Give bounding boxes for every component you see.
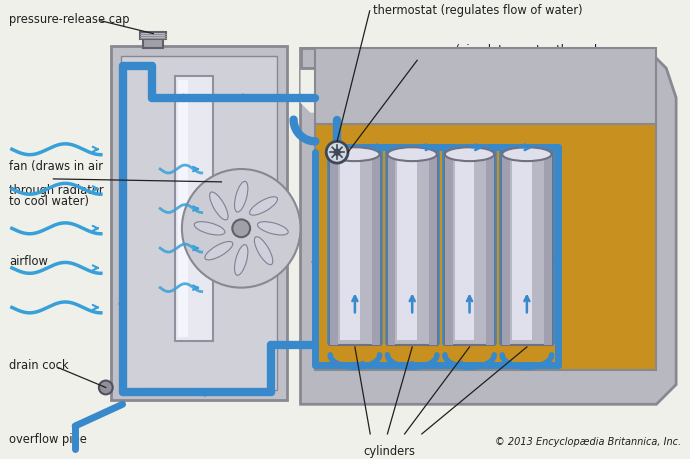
Text: through radiator: through radiator: [9, 184, 103, 196]
Bar: [110, 47, 286, 400]
Bar: [512, 158, 532, 340]
Bar: [372, 153, 380, 345]
Circle shape: [233, 220, 250, 238]
Bar: [455, 158, 475, 340]
Bar: [445, 153, 494, 345]
Text: jacket to cool cylinders): jacket to cool cylinders): [419, 69, 557, 82]
Text: to cool water): to cool water): [9, 194, 89, 207]
Bar: [178, 81, 188, 337]
Ellipse shape: [445, 148, 494, 162]
Bar: [388, 153, 395, 345]
Bar: [121, 57, 277, 391]
Ellipse shape: [388, 148, 437, 162]
Bar: [486, 153, 494, 345]
Ellipse shape: [255, 237, 273, 265]
Text: pressure-release cap: pressure-release cap: [9, 13, 130, 26]
Text: pump (circulates water through: pump (circulates water through: [419, 44, 602, 57]
Bar: [315, 123, 656, 370]
Bar: [502, 153, 510, 345]
Ellipse shape: [195, 222, 225, 235]
Polygon shape: [301, 49, 676, 404]
Bar: [331, 153, 380, 345]
Ellipse shape: [502, 148, 551, 162]
Bar: [144, 38, 163, 49]
Ellipse shape: [235, 245, 248, 276]
Bar: [445, 153, 453, 345]
Circle shape: [334, 150, 340, 156]
Text: © 2013 Encyclopædia Britannica, Inc.: © 2013 Encyclopædia Britannica, Inc.: [495, 436, 681, 446]
Ellipse shape: [205, 242, 233, 260]
Bar: [429, 153, 437, 345]
Text: airflow: airflow: [9, 255, 48, 268]
Text: overflow pipe: overflow pipe: [9, 432, 87, 445]
Circle shape: [182, 170, 301, 288]
Bar: [175, 77, 213, 341]
Bar: [397, 158, 417, 340]
Text: cylinders: cylinders: [364, 444, 415, 457]
Ellipse shape: [250, 197, 277, 216]
Ellipse shape: [235, 182, 248, 213]
Bar: [140, 33, 166, 39]
Circle shape: [326, 142, 348, 164]
Ellipse shape: [331, 148, 380, 162]
Polygon shape: [301, 49, 429, 113]
Bar: [331, 153, 338, 345]
Bar: [544, 153, 551, 345]
Bar: [301, 49, 637, 69]
Bar: [388, 153, 437, 345]
Bar: [340, 158, 359, 340]
Ellipse shape: [210, 193, 228, 220]
Bar: [315, 49, 656, 124]
Circle shape: [99, 381, 112, 395]
Text: drain cock: drain cock: [9, 358, 68, 371]
Ellipse shape: [257, 222, 288, 235]
Text: fan (draws in air: fan (draws in air: [9, 160, 103, 173]
Text: thermostat (regulates flow of water): thermostat (regulates flow of water): [373, 5, 582, 17]
Bar: [502, 153, 551, 345]
